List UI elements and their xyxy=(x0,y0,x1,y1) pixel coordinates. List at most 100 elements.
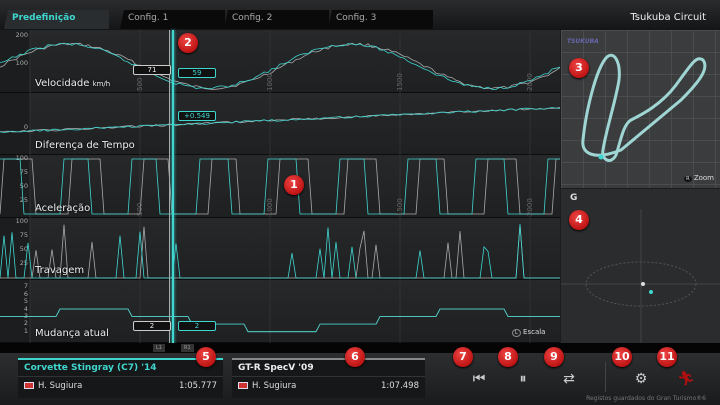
r1-button[interactable]: R1 xyxy=(181,344,194,352)
chart-row-3: 100 75 50 25 Travagem xyxy=(0,217,560,280)
y-tick-label: 1 xyxy=(23,326,28,335)
row-unit: km/h xyxy=(92,80,111,88)
distance-tick-label: 500 xyxy=(136,202,144,216)
y-tick-label: 50 xyxy=(19,182,28,190)
car-name: GT-R SpecV '09 xyxy=(232,360,425,377)
track-outline xyxy=(581,53,707,162)
row-label: Velocidade km/h xyxy=(35,78,110,89)
y-tick-label: 75 xyxy=(19,231,28,240)
callout-badge-2: 2 xyxy=(178,33,198,53)
trace-plot xyxy=(0,280,560,343)
car-card-current[interactable]: Corvette Stingray (C7) '14 H. Sugiura 1:0… xyxy=(18,358,223,398)
row-title: Diferença de Tempo xyxy=(35,140,135,151)
track-map[interactable]: TSUKUBA R Zoom xyxy=(561,30,720,188)
g-label: G xyxy=(570,193,578,203)
chart-row-0: 200 100 Velocidade km/h 500 1000 1500 2000 xyxy=(0,30,560,93)
y-axis: 100 75 50 25 xyxy=(0,154,30,217)
r-button-icon: R xyxy=(684,176,692,182)
car-position-dot xyxy=(598,154,604,160)
rewind-to-start-button[interactable]: ⏮ xyxy=(468,368,490,390)
uk-flag-icon xyxy=(24,382,34,389)
distance-tick-label: 2000 xyxy=(526,198,534,216)
scale-label: Escala xyxy=(523,328,546,336)
trace-plot xyxy=(0,155,560,218)
y-tick-label: 4 xyxy=(23,304,28,313)
reference-cursor xyxy=(169,30,170,343)
callout-badge-10: 10 xyxy=(612,347,632,367)
pause-button[interactable]: ⏸ xyxy=(512,368,534,390)
gear-icon: ⚙ xyxy=(634,371,648,387)
callout-badge-5: 5 xyxy=(196,347,216,367)
l1-button[interactable]: L1 xyxy=(153,344,165,352)
y-axis: 200 100 xyxy=(0,30,30,92)
callout-badge-7: 7 xyxy=(453,347,473,367)
chart-row-1: 0 Diferença de Tempo xyxy=(0,93,560,155)
current-lap-trace xyxy=(0,308,560,333)
y-tick-label: 3 xyxy=(23,311,28,320)
callout-badge-3: 3 xyxy=(569,58,589,78)
callout-badge-8: 8 xyxy=(498,347,518,367)
y-tick-label: 7 xyxy=(23,282,28,291)
distance-tick-label: 500 xyxy=(136,77,144,91)
tab-predefinicao[interactable]: Predefinição xyxy=(4,10,109,29)
row-label: Aceleração xyxy=(35,203,90,214)
playback-cursor[interactable] xyxy=(172,30,174,352)
settings-button[interactable]: ⚙ xyxy=(630,368,652,390)
callout-badge-1: 1 xyxy=(284,175,304,195)
scale-control[interactable]: L Escala xyxy=(512,328,546,337)
pause-icon: ⏸ xyxy=(519,371,527,387)
distance-tick-label: 2000 xyxy=(526,73,534,91)
callout-badge-4: 4 xyxy=(569,210,589,230)
tab-config-1[interactable]: Config. 1 xyxy=(120,10,225,29)
current-lap-trace xyxy=(0,42,560,90)
lap-time: 1:07.498 xyxy=(380,381,419,391)
zoom-control[interactable]: R Zoom xyxy=(684,174,714,182)
row-title: Mudança atual xyxy=(35,328,109,339)
y-tick-label: 2 xyxy=(23,319,28,328)
tab-config-2[interactable]: Config. 2 xyxy=(224,10,329,29)
current-lap-trace xyxy=(0,158,560,215)
current-lap-trace xyxy=(0,107,560,133)
exit-button[interactable]: 🏃︎ xyxy=(675,368,697,390)
distance-tick-label: 1000 xyxy=(266,73,274,91)
row-label: Mudança atual xyxy=(35,328,109,339)
y-tick-label: 0 xyxy=(23,122,28,131)
gear-reference-value: 2 xyxy=(133,321,171,331)
uk-flag-icon xyxy=(238,382,248,389)
y-tick-label: 75 xyxy=(19,168,28,177)
l-button-icon: L xyxy=(512,329,521,337)
telemetry-charts[interactable]: 200 100 Velocidade km/h 500 1000 1500 2000 0 Dif… xyxy=(0,30,560,343)
trace-plot xyxy=(0,93,560,155)
car-name: Corvette Stingray (C7) '14 xyxy=(18,360,223,377)
running-man-icon: 🏃︎ xyxy=(677,371,695,387)
row-label: Travagem xyxy=(35,265,84,276)
speed-current-value: 59 xyxy=(178,68,216,78)
row-label: Diferença de Tempo xyxy=(35,140,135,151)
tab-config-3[interactable]: Config. 3 xyxy=(328,10,433,29)
trace-plot xyxy=(0,218,560,280)
gear-current-value: 2 xyxy=(178,321,216,331)
driver-name: H. Sugiura xyxy=(38,381,83,391)
driver-name: H. Sugiura xyxy=(252,381,297,391)
y-tick-label: 100 xyxy=(15,58,28,67)
y-axis: 0 xyxy=(0,93,30,154)
trace-plot xyxy=(0,30,560,93)
lap-time: 1:05.777 xyxy=(178,381,217,391)
divider xyxy=(605,362,606,392)
y-tick-label: 100 xyxy=(15,217,28,226)
swap-button[interactable]: ⇄ xyxy=(558,368,580,390)
swap-icon: ⇄ xyxy=(563,371,575,387)
car-card-reference[interactable]: GT-R SpecV '09 H. Sugiura 1:07.498 xyxy=(232,358,425,398)
y-tick-label: 50 xyxy=(19,244,28,253)
y-tick-label: 100 xyxy=(15,154,28,163)
track-logo: TSUKUBA xyxy=(567,38,599,45)
skip-back-icon: ⏮ xyxy=(472,371,486,387)
y-tick-label: 5 xyxy=(23,297,28,306)
callout-badge-11: 11 xyxy=(657,347,677,367)
time-diff-value: +0.549 xyxy=(178,111,216,121)
distance-tick-label: 1000 xyxy=(266,198,274,216)
distance-tick-label: 1500 xyxy=(396,73,404,91)
copyright-text: Registos guardados do Gran Turismo®6 xyxy=(586,395,706,402)
y-tick-label: 25 xyxy=(19,258,28,267)
